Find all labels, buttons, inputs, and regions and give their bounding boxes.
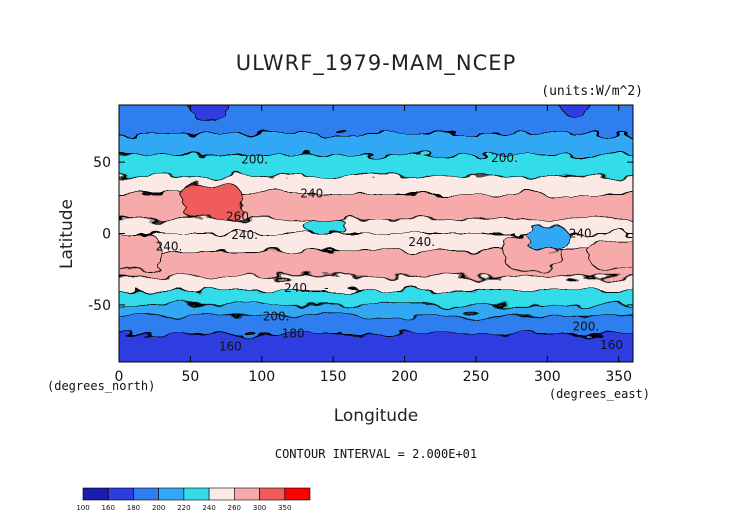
x-tick-label-6: 300	[534, 369, 561, 385]
contour-label-0: 200.	[241, 152, 268, 166]
colorbar: 100 160 180 200 220 240 260 300 350	[76, 487, 311, 512]
contour-zone-10	[119, 304, 633, 317]
x-tick-label-4: 200	[391, 369, 418, 385]
y-tick-label-0: 50	[93, 155, 111, 171]
plot-area	[119, 105, 633, 362]
contour-label-4: 240.	[231, 228, 258, 242]
contour-zone-2	[119, 154, 633, 177]
contour-zone-7	[119, 250, 633, 277]
x-tick-label-0: 0	[115, 369, 124, 385]
contour-label-7: 240	[569, 227, 592, 241]
colorbar-tick-0: 100	[76, 504, 89, 512]
contour-label-13: 160	[600, 338, 623, 352]
colorbar-swatch-4	[183, 487, 210, 501]
colorbar-swatch-8	[284, 487, 311, 501]
colorbar-swatch-0	[82, 487, 109, 501]
x-tick-label-2: 100	[248, 369, 275, 385]
contour-label-8: 240.	[284, 281, 311, 295]
contour-zone-16	[589, 240, 633, 270]
contour-labels: 200. 200. 240 260 240. 240. 240. 240 240. 200. 200…	[156, 151, 623, 353]
contour-interval-note: CONTOUR INTERVAL = 2.000E+01	[275, 447, 477, 461]
y-tick-label-1: 0	[102, 227, 111, 243]
contour-label-3: 260	[226, 209, 249, 223]
contour-label-9: 200.	[263, 309, 290, 323]
chart-title: ULWRF_1979-MAM_NCEP	[236, 51, 517, 76]
contour-zone-14	[119, 233, 160, 270]
x-axis-ticks: 0 50 100 150 200 250 300 350	[115, 105, 632, 385]
x-tick-label-3: 150	[320, 369, 347, 385]
colorbar-tick-8: 350	[278, 504, 291, 512]
y-unit-note: (degrees_north)	[47, 379, 155, 393]
x-tick-label-5: 250	[463, 369, 490, 385]
colorbar-tick-4: 220	[177, 504, 190, 512]
colorbar-tick-3: 200	[152, 504, 165, 512]
contour-zone-9	[119, 290, 633, 306]
contour-zone-1	[119, 133, 633, 156]
x-axis-label: Longitude	[334, 406, 419, 426]
contour-zone-4	[119, 193, 633, 220]
contour-zone-18	[304, 218, 348, 234]
contour-fill-layer	[119, 105, 633, 362]
colorbar-tick-2: 180	[127, 504, 140, 512]
contour-label-10: 200.	[573, 319, 600, 333]
contour-label-1: 200.	[491, 151, 518, 165]
colorbar-swatch-3	[158, 487, 185, 501]
contour-label-5: 240.	[156, 239, 183, 253]
colorbar-swatch-7	[259, 487, 286, 501]
contour-label-6: 240.	[408, 235, 435, 249]
contour-zone-11	[119, 315, 633, 334]
x-tick-label-7: 350	[605, 369, 632, 385]
colorbar-tick-5: 240	[202, 504, 215, 512]
contour-zone-19	[189, 105, 227, 120]
contour-label-11: 180	[282, 326, 305, 340]
contour-zone-13	[182, 183, 241, 220]
colorbar-tick-7: 300	[253, 504, 266, 512]
y-axis-label: Latitude	[57, 199, 77, 269]
contour-label-2: 240	[300, 187, 323, 201]
colorbar-swatch-1	[107, 487, 134, 501]
colorbar-tick-6: 260	[228, 504, 241, 512]
contour-zone-20	[561, 105, 591, 117]
contour-label-12: 160	[219, 339, 242, 353]
y-axis-ticks: 50 0 -50	[88, 155, 633, 314]
contour-zone-17	[525, 225, 570, 252]
colorbar-tick-1: 160	[102, 504, 115, 512]
colorbar-swatch-6	[234, 487, 260, 501]
contour-zone-8	[119, 275, 633, 292]
contour-zone-3	[119, 175, 633, 194]
x-unit-note: (degrees_east)	[549, 387, 650, 401]
colorbar-swatch-2	[133, 487, 159, 501]
y-tick-label-2: -50	[88, 298, 111, 314]
colorbar-swatch-5	[208, 487, 235, 501]
x-tick-label-1: 50	[181, 369, 199, 385]
chart-units: (units:W/m^2)	[541, 84, 643, 99]
